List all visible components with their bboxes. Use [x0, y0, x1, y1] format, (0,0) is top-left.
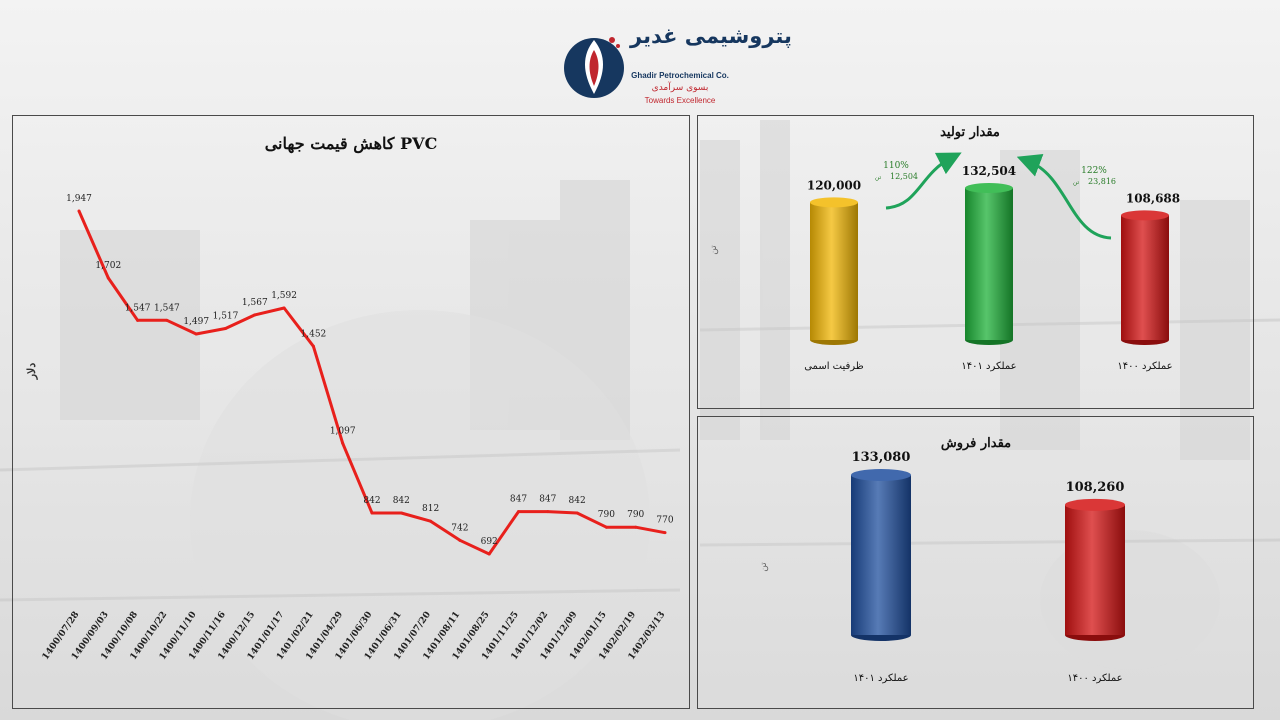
data-point — [253, 313, 257, 317]
growth-unit: تن — [875, 174, 882, 181]
production-title: مقدار تولید — [940, 125, 1000, 140]
bar — [851, 469, 911, 641]
data-point — [224, 327, 227, 331]
bar-value-label: 120,000 — [807, 178, 861, 192]
bar-category-label: عملکرد ۱۴۰۰ — [1117, 361, 1172, 372]
bar-value-label: 108,260 — [1066, 480, 1125, 495]
data-point — [399, 511, 403, 515]
logo-brand-en: Ghadir Petrochemical Co. — [631, 71, 729, 80]
line-chart-ylabel: دلار — [25, 363, 38, 381]
data-label: 847 — [510, 495, 527, 505]
bar-category-label: عملکرد ۱۴۰۱ — [961, 361, 1016, 372]
data-label: 790 — [627, 510, 644, 520]
bar-category-label: عملکرد ۱۴۰۰ — [1067, 673, 1122, 684]
growth-arrow — [885, 152, 962, 210]
growth-arrow — [1016, 153, 1112, 240]
data-label: 842 — [569, 496, 586, 506]
data-point — [634, 525, 638, 529]
data-label: 812 — [422, 504, 439, 514]
data-point — [429, 519, 433, 523]
data-point — [311, 344, 315, 348]
data-point — [106, 276, 110, 280]
sales-title: مقدار فروش — [941, 436, 1011, 451]
bar-value-label: 133,080 — [852, 450, 911, 465]
data-point — [604, 525, 608, 529]
sales-panel: مقدار فروش تن 133,080 عملکرد ۱۴۰۱ 108,260 ع… — [697, 416, 1254, 709]
pvc-price-line-chart: کاهش قیمت جهانی PVC دلار 1,9471400/07/28… — [25, 134, 674, 662]
logo-slogan-fa: بسوی سرآمدی — [651, 83, 709, 93]
data-point — [370, 511, 374, 515]
data-point — [194, 332, 198, 336]
bar-value-label: 132,504 — [962, 164, 1016, 178]
data-point — [458, 538, 462, 542]
data-label: 1,567 — [242, 298, 268, 308]
data-label: 1,547 — [125, 303, 151, 313]
bar — [1065, 498, 1125, 641]
pvc-price-panel: کاهش قیمت جهانی PVC دلار 1,947 1400/07/28… — [12, 115, 690, 709]
growth-amount: 23,816 — [1088, 177, 1116, 186]
bar-value-label: 108,688 — [1126, 191, 1180, 205]
sales-bar-chart: مقدار فروش تن 133,080 عملکرد ۱۴۰۱ 108,260 ع… — [759, 436, 1125, 684]
data-label: 692 — [481, 537, 498, 547]
bar-category-label: عملکرد ۱۴۰۱ — [853, 673, 908, 684]
data-label: 1,452 — [301, 329, 327, 339]
data-label: 1,517 — [213, 312, 239, 322]
bar-category-label: ظرفیت اسمی — [804, 361, 864, 372]
bar — [1121, 210, 1169, 345]
ghadir-logo-mark — [564, 37, 624, 98]
data-point — [136, 318, 140, 322]
data-label: 1,547 — [154, 303, 180, 313]
growth-unit: تن — [1073, 179, 1080, 186]
data-label: 1,702 — [95, 261, 121, 271]
company-logo: پتروشیمی غدیر Ghadir Petrochemical Co. ب… — [560, 10, 792, 110]
data-point — [517, 510, 520, 514]
data-point — [77, 209, 81, 213]
data-point — [663, 531, 667, 535]
production-bar-chart: مقدار تولید تن 120,000 ظرفیت اسمی 132,504 ع… — [709, 125, 1180, 372]
bar — [965, 183, 1013, 345]
data-label: 790 — [598, 510, 615, 520]
line-chart-title: کاهش قیمت جهانی PVC — [265, 134, 438, 154]
production-panel: مقدار تولید تن 120,000 ظرفیت اسمی 132,504 ع… — [697, 115, 1254, 409]
data-point — [282, 306, 286, 310]
logo-slogan-en: Towards Excellence — [644, 96, 716, 105]
data-label: 842 — [363, 496, 380, 506]
data-label: 842 — [393, 496, 410, 506]
production-ylabel: تن — [709, 245, 719, 255]
data-label: 742 — [451, 523, 468, 533]
data-point — [546, 510, 550, 514]
data-point — [165, 318, 169, 322]
data-label: 770 — [656, 516, 673, 526]
logo-brand-fa: پتروشیمی غدیر — [630, 24, 792, 48]
data-label: 1,592 — [271, 291, 297, 301]
data-label: 1,947 — [66, 194, 92, 204]
growth-percent: 122% — [1081, 166, 1107, 176]
data-label: 847 — [539, 495, 556, 505]
sales-ylabel: تن — [759, 562, 769, 572]
data-label: 1,097 — [330, 426, 356, 436]
growth-percent: 110% — [883, 161, 909, 171]
data-point — [487, 552, 491, 556]
data-point — [341, 441, 345, 445]
data-label: 1,497 — [183, 317, 209, 327]
growth-amount: 12,504 — [890, 172, 918, 181]
data-point — [575, 511, 579, 515]
bar — [810, 197, 858, 345]
